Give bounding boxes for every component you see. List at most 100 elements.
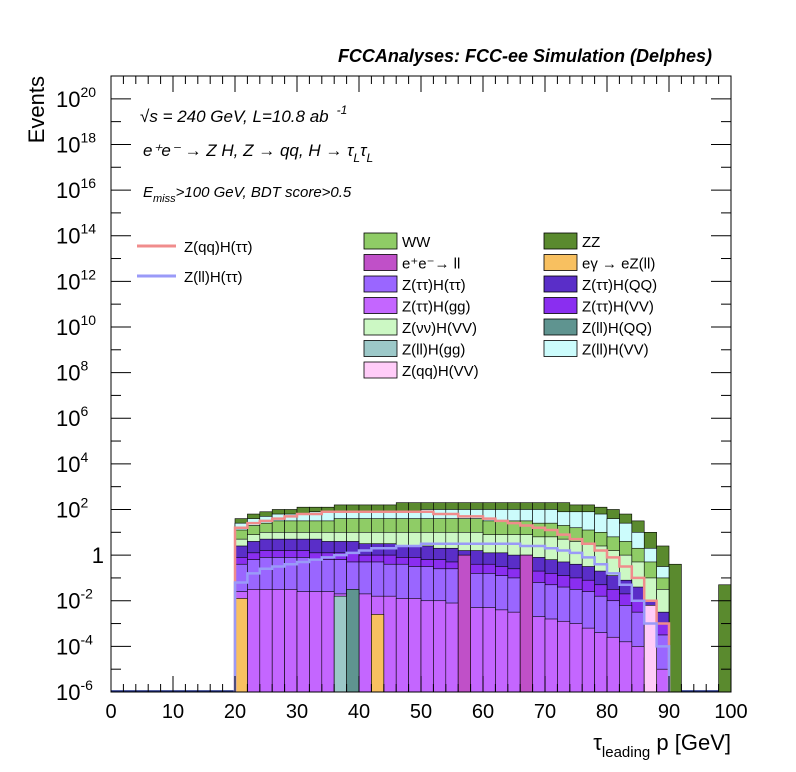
y-tick-label: 10-2 <box>56 586 93 614</box>
bar-Ztautau_Hgg <box>569 623 583 693</box>
legend-bkg-label: Z(ττ)H(gg) <box>402 299 471 316</box>
x-tick-label: 70 <box>534 701 556 723</box>
bar-Ztautau_Hgg <box>259 589 273 693</box>
legend-bkg-label: WW <box>402 234 431 251</box>
x-tick-label: 20 <box>224 701 246 723</box>
legend-bkg-label: Z(νν)H(VV) <box>402 320 477 337</box>
bar-Ztautau_Hgg <box>557 620 571 693</box>
bar-Ztautau_Hgg <box>247 589 261 693</box>
bar-Ztautau_Hgg <box>271 589 285 693</box>
svg-text:Emiss>100 GeV, BDT score>0.5: Emiss>100 GeV, BDT score>0.5 <box>143 184 352 205</box>
legend-signal-label: Z(qq)H(ττ) <box>184 239 253 256</box>
bar-Ztautau_Hgg <box>606 636 620 693</box>
bar-Ztautau_Hgg <box>309 591 323 693</box>
bar-Ztautau_Hgg <box>408 598 422 693</box>
legend-bkg-label: Z(ττ)H(VV) <box>582 299 654 316</box>
legend-bkg-label: Z(ττ)H(QQ) <box>582 277 657 294</box>
y-tick-label: 1016 <box>56 175 96 203</box>
bar-spike-egamma_eZll <box>371 614 385 693</box>
legend-background: WW ZZ e⁺e⁻→ ll eγ → eZ(ll) Z(ττ)H(ττ) Z(ττ)H(… <box>363 232 657 380</box>
y-tick-label: 1018 <box>56 129 96 157</box>
y-axis-label: Events <box>24 76 49 143</box>
annotation-energy: √s = 240 GeV, L=10.8 ab -1 <box>140 103 347 126</box>
bar-spike-Zqq_HVV <box>643 605 657 693</box>
y-tick-label: 104 <box>56 449 88 477</box>
legend-bkg-label: eγ → eZ(ll) <box>582 256 655 273</box>
y-tick-label: 102 <box>56 494 88 522</box>
legend-bkg-label: Z(ll)H(VV) <box>582 342 649 359</box>
y-tick-label: 10-6 <box>56 677 93 705</box>
bar-ZZ <box>668 563 682 693</box>
legend-signal: Z(qq)H(ττ) Z(ll)H(ττ) <box>137 239 253 286</box>
y-tick-label: 10-4 <box>56 631 93 659</box>
legend-bkg-swatch <box>363 340 398 357</box>
legend-bkg-swatch <box>543 275 578 293</box>
y-tick-label: 1 <box>92 543 104 568</box>
bar-Ztautau_Hgg <box>395 598 409 693</box>
bar-spike-egamma_eZll <box>234 598 248 693</box>
bar-Ztautau_Hgg <box>358 593 372 693</box>
x-tick-label: 90 <box>658 701 680 723</box>
signal-line-zll-htautau <box>233 542 671 692</box>
bar-Ztautau_Hgg <box>581 627 595 693</box>
bar-Ztautau_Hgg <box>470 607 484 693</box>
bar-Ztautau_Hgg <box>284 589 298 693</box>
legend-bkg-swatch <box>543 340 578 357</box>
bar-Ztautau_Hgg <box>619 641 633 693</box>
x-tick-label: 0 <box>105 701 116 723</box>
x-tick-label: 60 <box>472 701 494 723</box>
legend-bkg-swatch <box>543 318 578 336</box>
y-tick-label: 1010 <box>56 312 96 340</box>
signal-line-zqq-htautau <box>233 510 671 692</box>
signal-lines <box>233 510 671 692</box>
legend-bkg-label: e⁺e⁻→ ll <box>402 256 460 273</box>
bar-Ztautau_Hgg <box>296 591 310 693</box>
legend-bkg-swatch <box>543 297 578 314</box>
bar-Ztautau_Hgg <box>433 600 447 693</box>
bar-spike-ee_ll <box>519 554 533 693</box>
legend-bkg-swatch <box>363 232 398 250</box>
x-axis-label: τleading p [GeV] <box>593 730 731 761</box>
bar-Ztautau_Hgg <box>482 607 496 693</box>
legend-bkg-swatch <box>543 254 578 271</box>
bar-Ztautau_Hgg <box>420 600 434 693</box>
bar-Ztautau_Hgg <box>445 602 459 693</box>
x-tick-label: 80 <box>596 701 618 723</box>
x-axis: 0 10 20 30 40 50 60 70 80 90 100 <box>105 76 748 723</box>
bar-Ztautau_Hgg <box>495 609 509 693</box>
legend-bkg-swatch <box>363 297 398 314</box>
y-tick-label: 1014 <box>56 221 96 249</box>
svg-text:e⁺e⁻ → Z H, Z → qq, H → τLτL: e⁺e⁻ → Z H, Z → qq, H → τLτL <box>143 141 373 165</box>
annotation-process: e⁺e⁻ → Z H, Z → qq, H → τLτL <box>143 141 373 165</box>
x-tick-label: 30 <box>286 701 308 723</box>
legend-bkg-label: Z(qq)H(VV) <box>402 363 479 380</box>
y-tick-label: 106 <box>56 403 88 431</box>
chart-title: FCCAnalyses: FCC-ee Simulation (Delphes) <box>338 46 712 66</box>
x-tick-label: 50 <box>410 701 432 723</box>
legend-bkg-swatch <box>543 232 578 250</box>
bar-Ztautau_Hgg <box>507 611 521 693</box>
bar-Ztautau_Hgg <box>544 618 558 693</box>
bar-spike-ee_ll <box>457 554 471 693</box>
y-tick-label: 108 <box>56 358 88 386</box>
bar-Ztautau_Hgg <box>532 616 546 693</box>
legend-bkg-label: Z(ll)H(QQ) <box>582 320 652 337</box>
svg-text:√s = 240 GeV, L=10.8 ab-1: √s = 240 GeV, L=10.8 ab -1 <box>140 103 347 126</box>
legend-bkg-swatch <box>363 318 398 336</box>
bar-spike-Zll_Hgg <box>333 595 347 693</box>
x-tick-label: 40 <box>348 701 370 723</box>
bar-spike-Zll_HQQ <box>346 589 360 693</box>
annotation-cuts: Emiss>100 GeV, BDT score>0.5 <box>143 184 352 205</box>
bar-Ztautau_Hgg <box>383 595 397 693</box>
legend-bkg-swatch <box>363 361 398 379</box>
bar-Ztautau_Hgg <box>594 632 608 693</box>
y-tick-label: 1012 <box>56 266 96 294</box>
legend-bkg-swatch <box>363 275 398 293</box>
legend-bkg-swatch <box>363 254 398 271</box>
bar-Ztautau_Hgg <box>631 646 645 693</box>
bar-Ztautau_Hgg <box>656 668 670 693</box>
bar-Ztautau_Hgg <box>321 591 335 693</box>
y-tick-label: 1020 <box>56 84 96 112</box>
